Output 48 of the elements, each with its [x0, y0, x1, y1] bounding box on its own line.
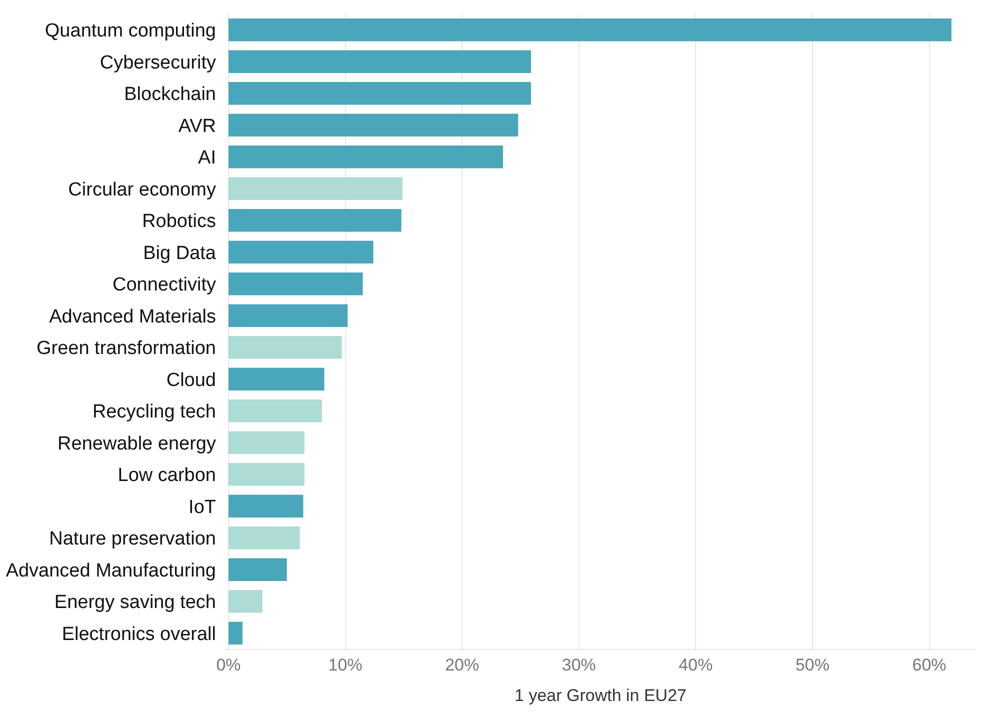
bar — [228, 208, 402, 232]
y-tick-label: Low carbon — [118, 465, 216, 486]
y-tick-label: Cloud — [166, 370, 216, 391]
bar — [228, 399, 322, 422]
bar — [228, 590, 262, 613]
x-tick-label: 10% — [328, 655, 362, 674]
bar — [228, 431, 304, 454]
x-axis-title: 1 year Growth in EU27 — [514, 686, 686, 705]
bar — [228, 462, 304, 486]
y-tick-label: Advanced Manufacturing — [6, 560, 216, 582]
y-tick-label: Renewable energy — [58, 433, 216, 454]
y-tick-label: Electronics overall — [62, 624, 216, 645]
y-tick-label: Cybersecurity — [100, 52, 216, 74]
y-tick-label: Advanced Materials — [49, 306, 216, 328]
y-tick-label: Nature preservation — [49, 528, 216, 550]
bar — [228, 526, 300, 550]
y-tick-label: Energy saving tech — [54, 592, 216, 614]
bar — [228, 558, 287, 582]
bar — [228, 50, 532, 74]
y-tick-label: Green transformation — [36, 338, 216, 360]
bar — [228, 622, 243, 645]
y-tick-label: Recycling tech — [92, 402, 216, 423]
y-tick-label: Robotics — [142, 211, 216, 232]
x-tick-label: 40% — [678, 655, 713, 674]
x-tick-label: 60% — [912, 655, 946, 674]
bar — [228, 240, 374, 264]
y-tick-label: AI — [198, 148, 216, 169]
y-tick-label: Big Data — [143, 242, 216, 264]
bar — [228, 114, 518, 137]
bar — [228, 368, 324, 391]
bar — [228, 494, 304, 518]
y-tick-label: Blockchain — [124, 84, 216, 106]
bar — [228, 18, 952, 42]
bar — [228, 177, 403, 200]
bar — [228, 145, 503, 168]
x-tick-label: 0% — [216, 655, 241, 674]
x-tick-label: 20% — [445, 655, 480, 674]
y-tick-label: AVR — [178, 116, 216, 137]
bar — [228, 272, 363, 296]
x-tick-label: 50% — [795, 655, 830, 674]
bar — [228, 336, 342, 359]
x-tick-label: 30% — [562, 655, 596, 674]
y-tick-label: Quantum computing — [44, 20, 216, 42]
y-tick-label: IoT — [188, 496, 216, 518]
y-tick-label: Connectivity — [112, 274, 216, 296]
bar — [228, 304, 348, 328]
bar — [228, 82, 532, 105]
y-tick-label: Circular economy — [68, 179, 216, 200]
